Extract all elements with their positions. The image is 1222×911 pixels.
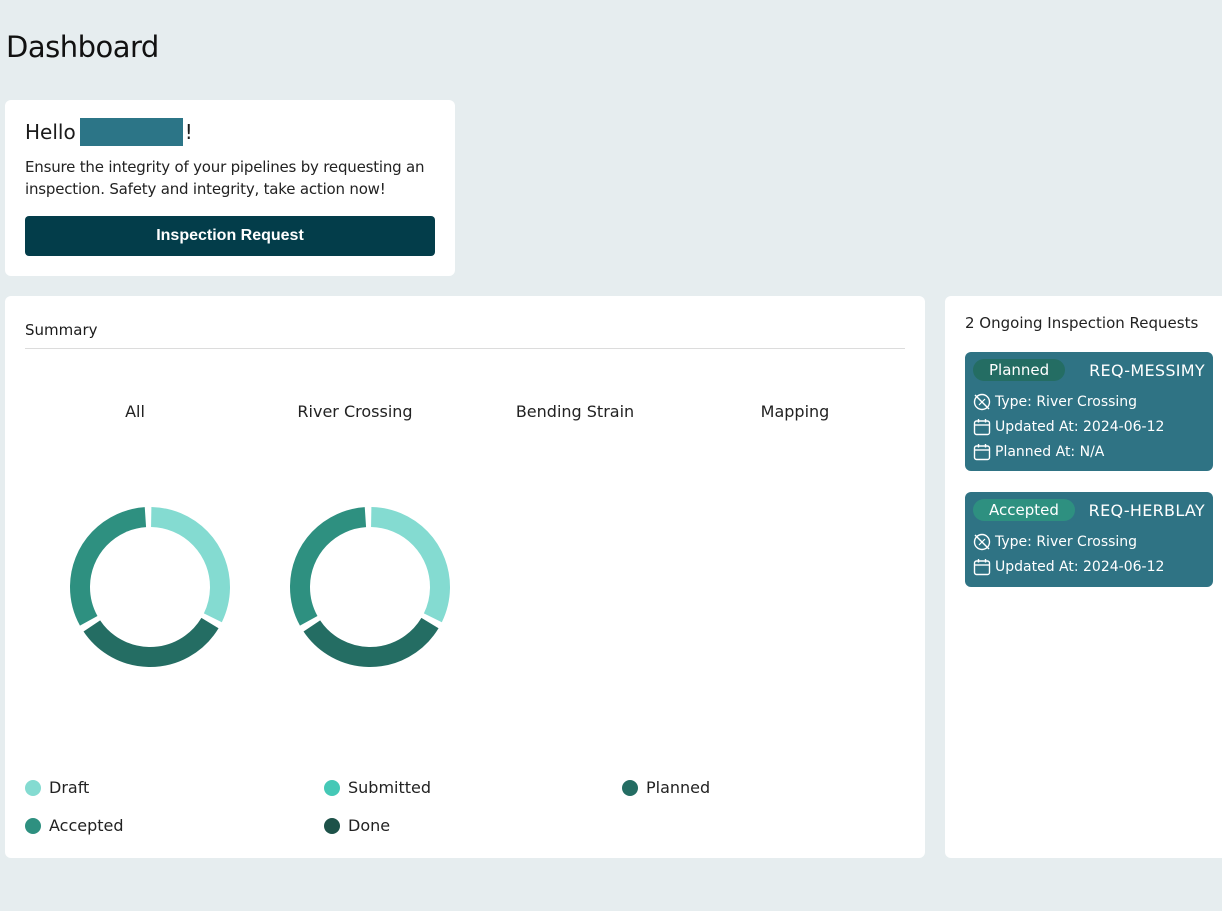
calendar-icon <box>973 558 991 575</box>
chart-title: Mapping <box>760 402 830 421</box>
legend-dot <box>25 779 41 796</box>
calendar-icon <box>973 418 991 435</box>
donut-slice-planned[interactable] <box>290 507 450 668</box>
legend-item-draft[interactable]: Draft <box>25 778 89 797</box>
request-card-messimy[interactable]: Planned REQ-MESSIMY Type: River Crossing… <box>965 352 1213 471</box>
ongoing-requests-title: 2 Ongoing Inspection Requests <box>965 314 1199 332</box>
donut-slice-draft[interactable] <box>70 507 230 668</box>
chart-mapping: Mapping <box>685 402 905 421</box>
donut-slice-draft[interactable] <box>290 507 450 668</box>
greeting-exclaim: ! <box>184 120 193 144</box>
chart-title: All <box>125 402 145 421</box>
legend-dot <box>25 817 41 834</box>
legend-item-planned[interactable]: Planned <box>622 778 710 797</box>
calendar-icon <box>973 443 991 460</box>
legend-item-done[interactable]: Done <box>324 816 390 835</box>
legend-label: Submitted <box>348 778 432 797</box>
legend-label: Accepted <box>49 816 124 835</box>
donut-chart-bending-strain <box>505 502 675 672</box>
inspection-request-button[interactable]: Inspection Request <box>25 216 435 256</box>
request-card-herblay[interactable]: Accepted REQ-HERBLAY Type: River Crossin… <box>965 492 1213 587</box>
ongoing-requests-panel: 2 Ongoing Inspection Requests Planned RE… <box>945 296 1222 858</box>
request-type: Type: River Crossing <box>995 533 1138 550</box>
greeting-text: Hello <box>25 120 76 144</box>
legend-dot <box>324 817 340 834</box>
donut-chart-mapping <box>725 502 895 672</box>
summary-title: Summary <box>25 296 905 349</box>
request-updated: Updated At: 2024-06-12 <box>995 418 1165 435</box>
legend-dot <box>622 779 638 796</box>
request-type: Type: River Crossing <box>995 393 1138 410</box>
charts-row: All River Crossing Bending Strain Mappin… <box>25 402 905 702</box>
welcome-card: Hello ! Ensure the integrity of your pip… <box>5 100 455 276</box>
request-id: REQ-HERBLAY <box>1088 500 1205 520</box>
status-badge: Planned <box>973 359 1066 381</box>
status-badge: Accepted <box>973 499 1075 521</box>
pipeline-icon <box>973 533 991 550</box>
request-updated: Updated At: 2024-06-12 <box>995 558 1165 575</box>
legend-dot <box>324 779 340 796</box>
chart-all: All <box>25 402 245 668</box>
donut-chart-river-crossing <box>290 507 450 668</box>
chart-river-crossing: River Crossing <box>245 402 465 668</box>
redacted-username <box>79 118 183 146</box>
legend-label: Planned <box>646 778 711 797</box>
chart-bending-strain: Bending Strain <box>465 402 685 421</box>
donut-slice-accepted[interactable] <box>290 507 450 668</box>
greeting: Hello ! <box>25 118 435 146</box>
chart-title: River Crossing <box>297 402 413 421</box>
donut-slice-planned[interactable] <box>70 507 230 668</box>
legend-item-accepted[interactable]: Accepted <box>25 816 124 835</box>
donut-slice-accepted[interactable] <box>70 507 230 668</box>
legend-label: Draft <box>49 778 90 797</box>
summary-card: Summary All River Crossing Bending Strai… <box>5 296 925 858</box>
chart-title: Bending Strain <box>515 402 635 421</box>
page-title: Dashboard <box>6 30 159 64</box>
welcome-message: Ensure the integrity of your pipelines b… <box>25 158 425 198</box>
request-planned: Planned At: N/A <box>995 443 1105 460</box>
legend-item-submitted[interactable]: Submitted <box>324 778 431 797</box>
request-id: REQ-MESSIMY <box>1089 360 1205 380</box>
pipeline-icon <box>973 393 991 410</box>
donut-chart-all <box>70 507 230 668</box>
legend-label: Done <box>348 816 391 835</box>
